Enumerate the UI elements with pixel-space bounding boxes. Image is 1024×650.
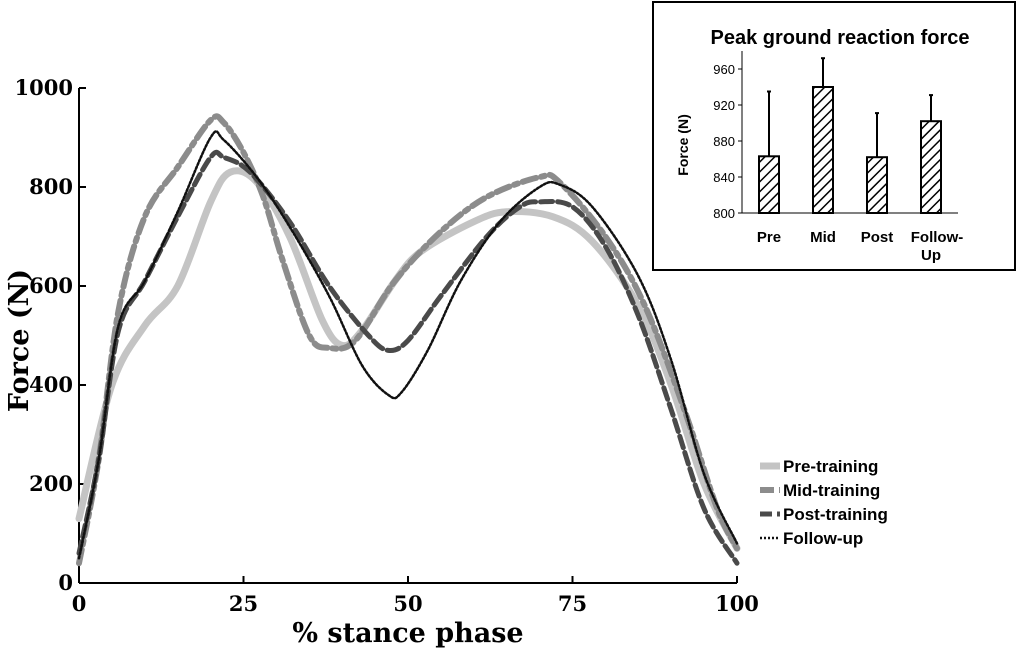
- inset-y-tick-label: 840: [713, 170, 735, 185]
- inset-y-tick-label: 800: [713, 206, 735, 221]
- inset-chart: Peak ground reaction force 800 840 880 920 96…: [652, 1, 1016, 271]
- inset-y-tick-label: 880: [713, 134, 735, 149]
- y-tick-label: 800: [29, 174, 73, 199]
- inset-title: Peak ground reaction force: [711, 27, 970, 49]
- x-tick-label: 25: [229, 591, 258, 616]
- bar-mid: [812, 86, 834, 214]
- legend-label: Pre-training: [783, 457, 878, 476]
- bar-pre: [758, 155, 780, 215]
- bar-post: [866, 156, 888, 214]
- x-tick-label: 100: [715, 591, 759, 616]
- bar-follow-up: [920, 120, 942, 214]
- x-axis-label: % stance phase: [292, 618, 523, 649]
- inset-y-tick-label: 920: [713, 98, 735, 113]
- series-line-mid-training: [76, 113, 740, 567]
- x-tick-label: 0: [72, 591, 87, 616]
- y-tick-label: 0: [58, 570, 73, 595]
- inset-x-tick-label: Pre: [757, 229, 781, 246]
- legend-label: Follow-up: [783, 529, 863, 548]
- y-tick-label: 1000: [15, 75, 73, 100]
- y-tick-label: 200: [29, 471, 73, 496]
- inset-x-tick-label: Post: [861, 229, 894, 246]
- inset-x-tick-label: Up: [921, 247, 941, 264]
- y-axis-label: Force (N): [4, 269, 35, 412]
- inset-x-tick-label: Mid: [810, 229, 836, 246]
- series-line-pre-training: [75, 167, 741, 552]
- legend-label: Mid-training: [783, 481, 880, 500]
- x-tick-label: 50: [393, 591, 422, 616]
- x-tick-label: 75: [558, 591, 587, 616]
- inset-x-tick-label: Follow-: [911, 229, 964, 246]
- inset-y-axis-label: Force (N): [675, 114, 691, 175]
- series-line-follow-up: [77, 130, 739, 560]
- y-tick-label: 400: [29, 372, 73, 397]
- legend-label: Post-training: [783, 505, 888, 524]
- y-tick-label: 600: [29, 273, 73, 298]
- inset-y-tick-label: 960: [713, 62, 735, 77]
